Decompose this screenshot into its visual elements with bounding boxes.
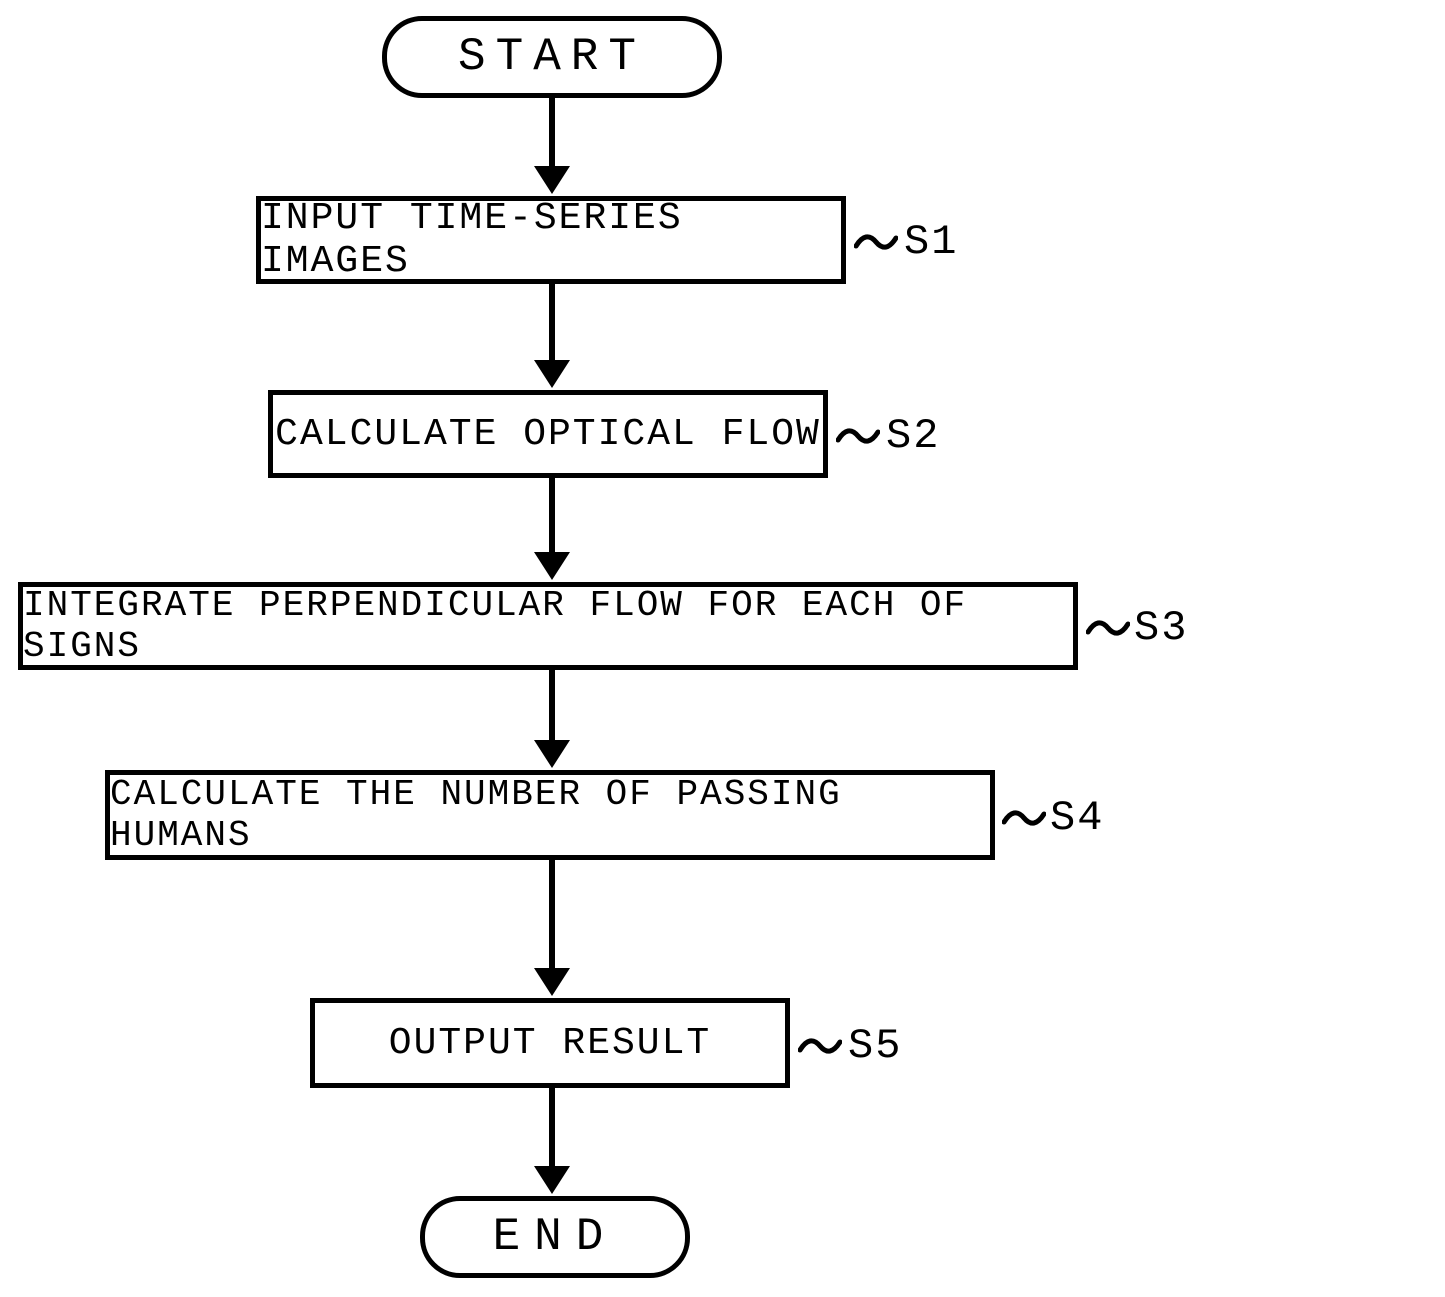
process-s2-text: CALCULATE OPTICAL FLOW: [275, 413, 821, 456]
step-label-s5: S5: [848, 1022, 902, 1070]
start-label: START: [458, 31, 646, 83]
step-label-s4: S4: [1050, 794, 1104, 842]
process-s3: INTEGRATE PERPENDICULAR FLOW FOR EACH OF…: [18, 582, 1078, 670]
process-s5: OUTPUT RESULT: [310, 998, 790, 1088]
arrow-s3-s4: [534, 670, 570, 768]
connector-s3: [1086, 618, 1122, 636]
arrow-s1-s2: [534, 284, 570, 388]
connector-s2: [836, 426, 872, 444]
step-label-s2: S2: [886, 412, 940, 460]
end-terminal: END: [420, 1196, 690, 1278]
process-s4: CALCULATE THE NUMBER OF PASSING HUMANS: [105, 770, 995, 860]
step-label-s3: S3: [1134, 604, 1188, 652]
arrow-s2-s3: [534, 478, 570, 580]
connector-s1: [854, 232, 890, 250]
end-label: END: [493, 1211, 618, 1263]
process-s1-text: INPUT TIME-SERIES IMAGES: [261, 197, 841, 283]
arrow-start-s1: [534, 98, 570, 194]
connector-s4: [1002, 808, 1038, 826]
start-terminal: START: [382, 16, 722, 98]
step-label-s1: S1: [904, 218, 958, 266]
process-s2: CALCULATE OPTICAL FLOW: [268, 390, 828, 478]
connector-s5: [798, 1036, 834, 1054]
arrow-s5-end: [534, 1088, 570, 1194]
arrow-s4-s5: [534, 860, 570, 996]
flowchart-canvas: START INPUT TIME-SERIES IMAGES S1 CALCUL…: [0, 0, 1445, 1297]
process-s3-text: INTEGRATE PERPENDICULAR FLOW FOR EACH OF…: [23, 585, 1073, 667]
process-s5-text: OUTPUT RESULT: [389, 1022, 711, 1065]
process-s1: INPUT TIME-SERIES IMAGES: [256, 196, 846, 284]
process-s4-text: CALCULATE THE NUMBER OF PASSING HUMANS: [110, 774, 990, 856]
